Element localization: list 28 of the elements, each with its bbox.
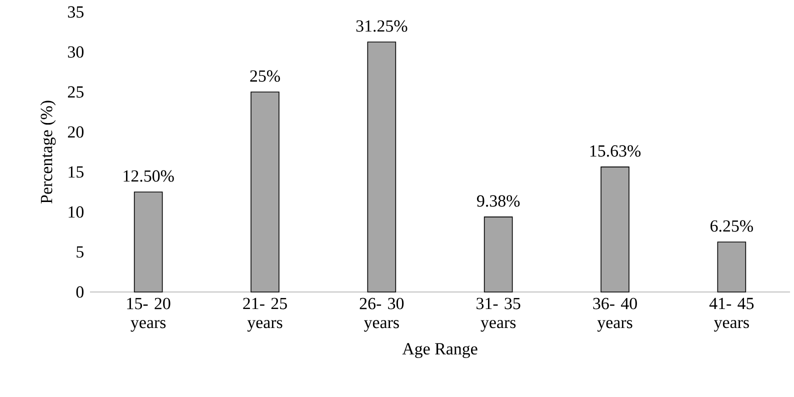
bar [367,42,396,292]
data-label: 12.50% [124,170,174,182]
data-label: 31.25% [356,20,408,32]
bar [134,192,163,292]
bar [484,216,513,292]
x-tick-label: 36- 40 years [593,298,637,332]
y-tick-label: 20 [68,126,84,138]
x-tick-label: 15- 20 years [127,298,170,332]
x-axis-title: Age Range [402,343,478,358]
data-label: 9.38% [477,195,520,207]
x-tick-label: 26- 30 years [360,298,404,332]
x-tick-label: 21- 25 years [243,298,287,332]
bar [600,166,630,292]
y-tick-label: 15 [68,166,84,178]
bar [250,92,280,292]
bar [717,242,746,292]
y-tick-label: 0 [76,286,84,298]
data-label: 15.63% [590,145,641,157]
y-tick-label: 30 [68,46,84,58]
data-label: 25% [250,70,280,82]
y-axis-title: Percentage (%) [40,100,56,204]
y-tick-label: 10 [68,206,84,218]
data-label: 6.25% [710,220,753,232]
y-tick-label: 35 [68,6,84,18]
y-tick-label: 5 [76,246,84,258]
y-tick-label: 25 [68,86,84,98]
x-tick-label: 31- 35 years [476,298,520,332]
x-tick-label: 41- 45 years [709,298,754,332]
